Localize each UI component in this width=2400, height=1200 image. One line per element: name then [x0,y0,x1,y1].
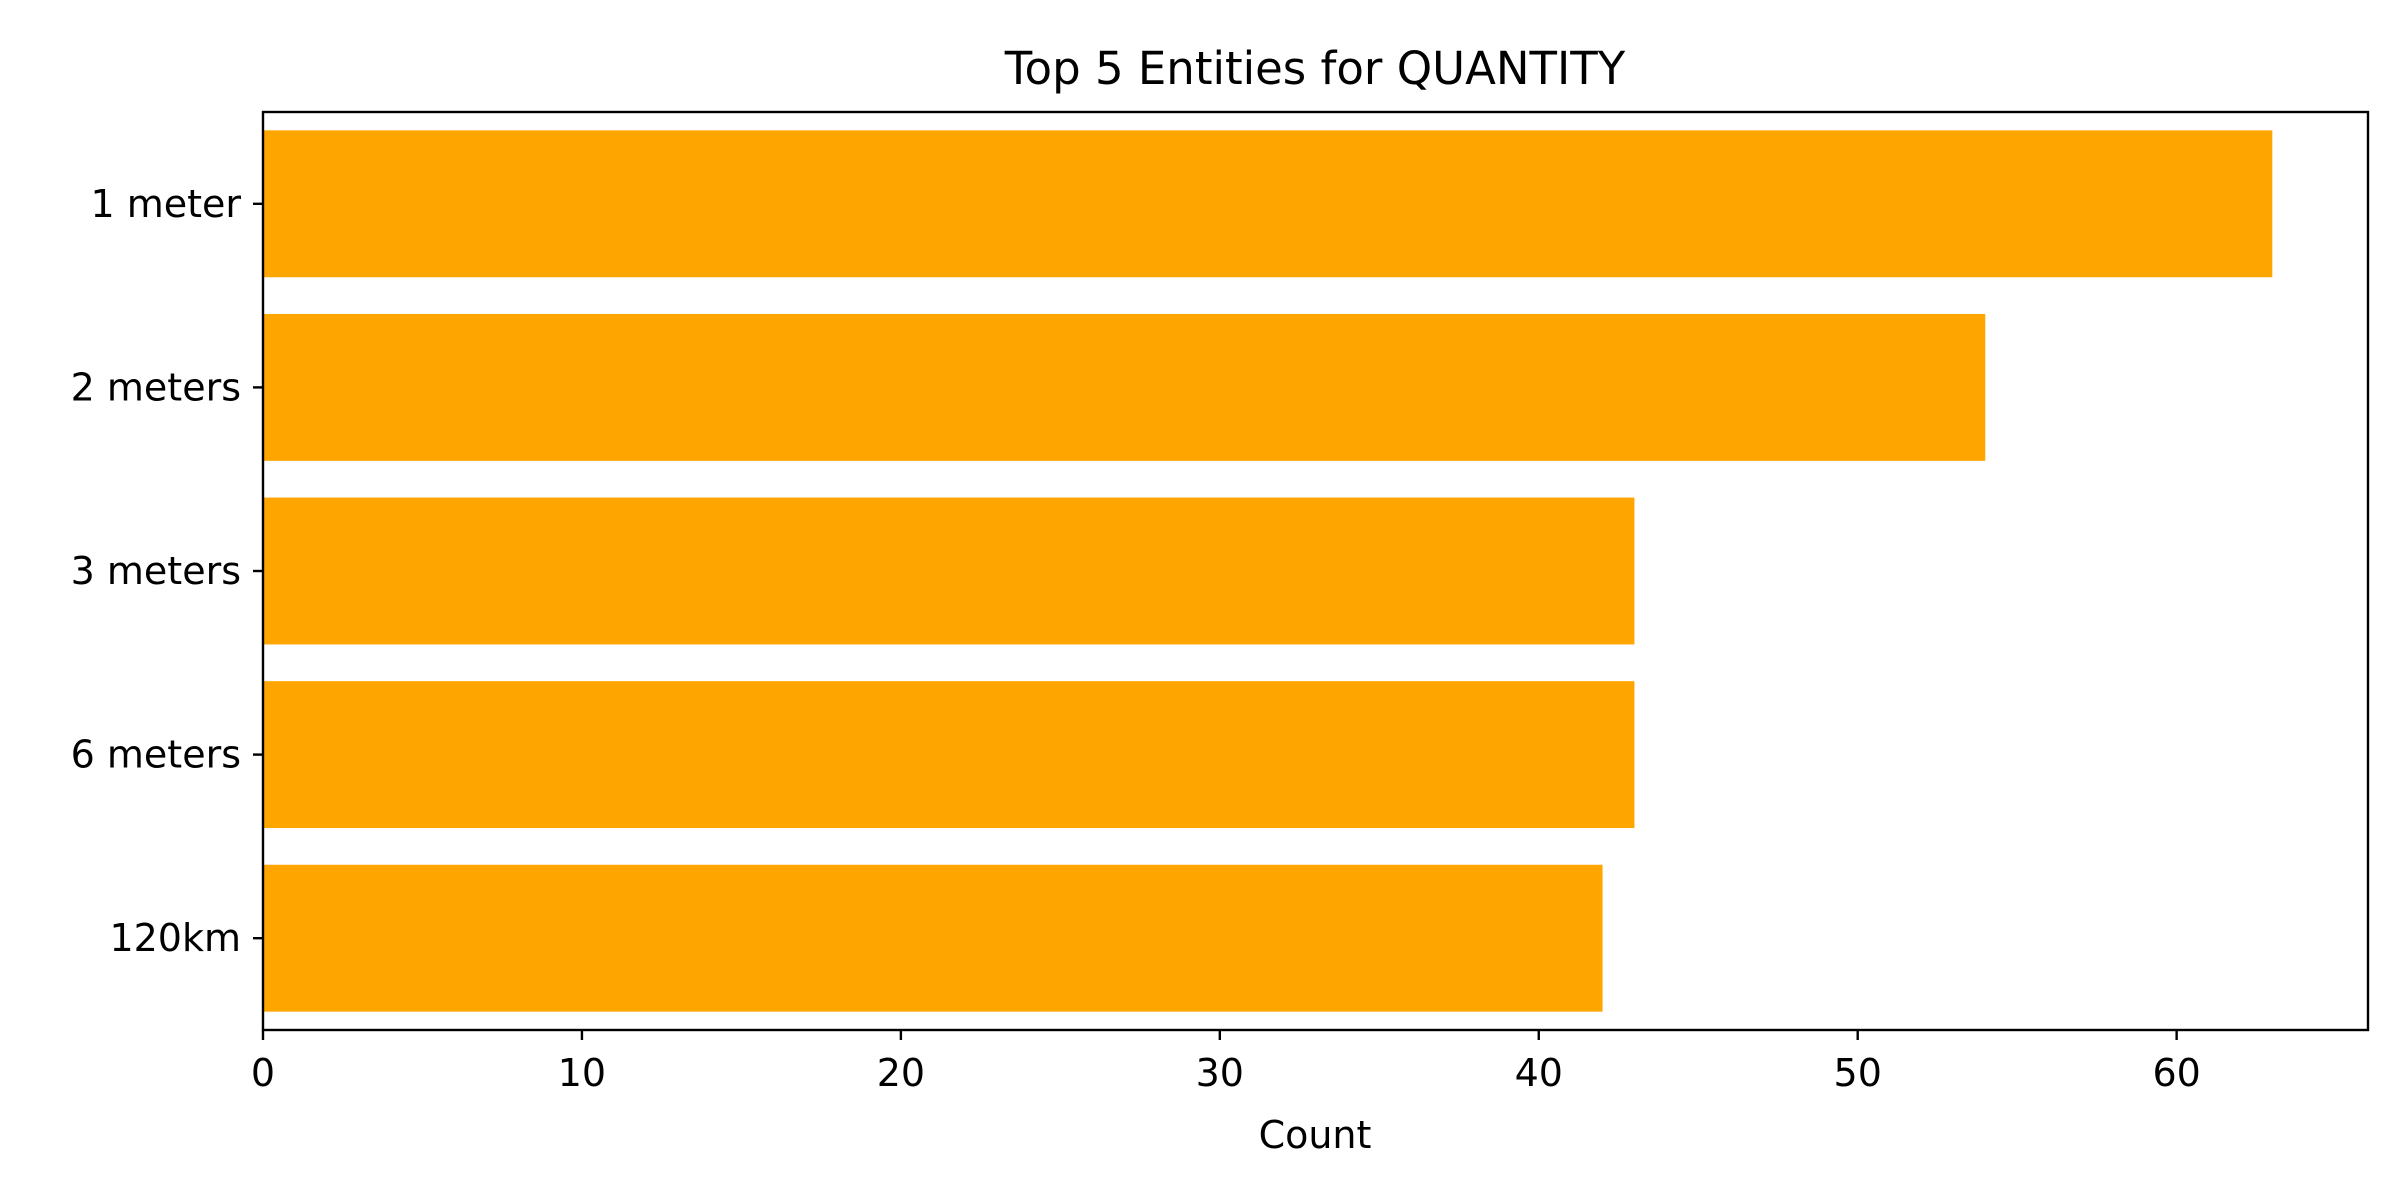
x-tick-label: 40 [1515,1051,1563,1095]
y-tick-label: 1 meter [90,182,241,226]
y-tick-label: 6 meters [71,733,241,777]
bar-120km [263,864,1603,1012]
x-tick-label: 20 [877,1051,925,1095]
y-axis-ticks: 1 meter 2 meters 3 meters 6 meters 120km [71,182,263,960]
x-tick-label: 30 [1196,1051,1244,1095]
x-tick-label: 50 [1834,1051,1882,1095]
bars-group [263,130,2273,1012]
x-tick-label: 60 [2152,1051,2200,1095]
bar-6-meters [263,681,1635,829]
y-tick-label: 120km [109,916,241,960]
plot-frame [261,110,2370,1032]
y-tick-label: 2 meters [71,365,241,409]
bar-1-meter [263,130,2273,278]
bar-2-meters [263,313,1986,461]
x-axis-ticks: 0 10 20 30 40 50 60 [251,1030,2201,1095]
x-axis-label: Count [1259,1113,1372,1157]
y-tick-label: 3 meters [71,549,241,593]
chart-title: Top 5 Entities for QUANTITY [1004,42,1626,95]
x-tick-label: 0 [251,1051,275,1095]
x-tick-label: 10 [558,1051,606,1095]
bar-3-meters [263,497,1635,645]
